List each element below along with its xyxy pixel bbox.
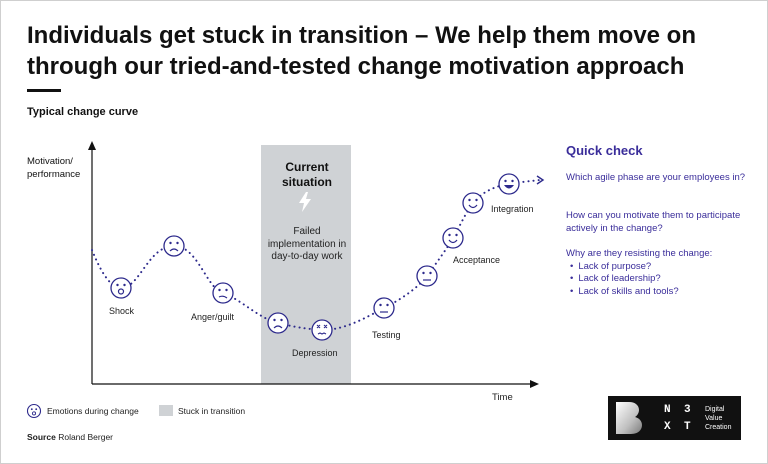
logo-tagline-line: Creation — [705, 424, 732, 431]
stuck-zone — [261, 145, 351, 384]
quick-check-title: Quick check — [566, 143, 643, 158]
logo-letter: N — [664, 404, 671, 416]
dizzy-face-icon — [311, 319, 333, 341]
stage-label-anger: Anger/guilt — [191, 312, 235, 322]
source-note: Source Roland Berger — [27, 432, 113, 442]
bullet-item: Lack of leadership? — [566, 273, 751, 286]
stage-label-acceptance: Acceptance — [453, 255, 501, 265]
legend-emotion-icon — [26, 403, 42, 419]
x-axis-label: Time — [492, 392, 513, 403]
company-logo: N 3 X T Digital Value Creation — [608, 396, 741, 440]
stage-label-depression: Depression — [292, 348, 338, 358]
bullet-item: Lack of skills and tools? — [566, 286, 751, 299]
y-axis-label: Motivation/ performance — [27, 156, 81, 180]
chart-subtitle: Typical change curve — [27, 106, 139, 118]
confused-face-icon — [212, 282, 234, 304]
logo-letter: T — [684, 421, 691, 433]
logo-tagline-line: Digital — [705, 406, 725, 413]
quick-check-question-3-text: Why are they resisting the change: — [566, 248, 713, 259]
smile-face-icon — [462, 192, 484, 214]
x-axis-arrow — [530, 380, 539, 388]
neutral-face-icon — [373, 297, 395, 319]
source-label: Source — [27, 432, 56, 442]
stuck-zone-heading: Current situation — [282, 160, 332, 189]
surprised-face-icon — [110, 277, 132, 299]
legend-stuck-label: Stuck in transition — [178, 406, 246, 416]
quick-check-question-3: Why are they resisting the change: Lack … — [566, 248, 751, 298]
page-title: Individuals get stuck in transition – We… — [27, 22, 696, 80]
frown-face-icon — [267, 312, 289, 334]
stage-label-shock: Shock — [109, 306, 135, 316]
bullet-item: Lack of purpose? — [566, 261, 751, 274]
logo-letter: X — [664, 421, 671, 433]
y-axis-arrow — [88, 141, 96, 150]
quick-check-bullets: Lack of purpose? Lack of leadership? Lac… — [566, 261, 751, 299]
logo-letter: 3 — [684, 404, 691, 416]
lightning-icon — [299, 192, 311, 212]
quick-check-question-1: Which agile phase are your employees in? — [566, 172, 746, 183]
stuck-zone-detail: Failed implementation in day-to-day work — [267, 226, 347, 262]
curve-arrowhead — [536, 175, 545, 185]
sad-face-icon — [163, 235, 185, 257]
stage-label-testing: Testing — [372, 330, 401, 340]
neutral-face-icon — [416, 265, 438, 287]
legend-stuck-swatch — [159, 405, 173, 416]
logo-tagline-line: Value — [705, 415, 723, 422]
grin-face-icon — [498, 173, 520, 195]
legend-emotions-label: Emotions during change — [47, 406, 139, 416]
stage-label-integration: Integration — [491, 204, 534, 214]
b-logo-icon — [616, 402, 642, 434]
source-value: Roland Berger — [58, 432, 114, 442]
title-underline — [27, 89, 61, 92]
logo-tagline: Digital Value Creation — [705, 405, 731, 432]
quick-check-question-2: How can you motivate them to participate… — [566, 210, 741, 234]
smile-face-icon — [442, 227, 464, 249]
